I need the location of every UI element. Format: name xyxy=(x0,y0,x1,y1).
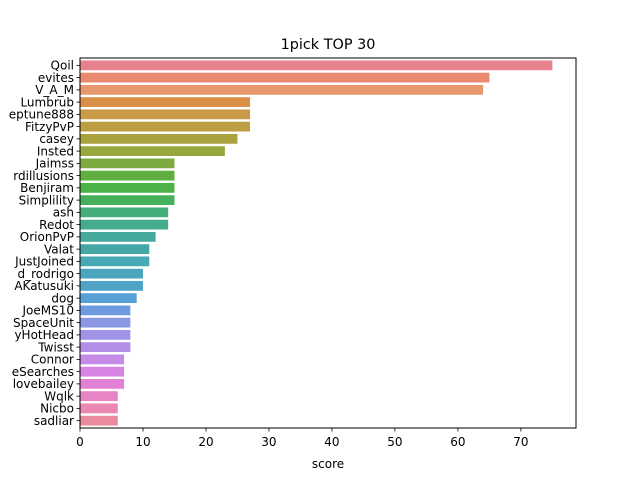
y-tick-label-29: sadliar xyxy=(34,414,74,428)
y-tick-label-16: JustJoined xyxy=(14,255,74,269)
y-tick-label-23: Twisst xyxy=(37,340,74,354)
bar-6 xyxy=(80,133,238,144)
y-tick-label-28: Nicbo xyxy=(40,402,74,416)
bar-21 xyxy=(80,317,131,328)
y-tick-label-4: eptune888 xyxy=(9,108,74,122)
x-tick-label-6: 60 xyxy=(450,435,465,449)
bar-17 xyxy=(80,268,143,279)
y-tick-label-3: Lumbrub xyxy=(20,95,74,109)
bar-9 xyxy=(80,170,175,181)
y-tick-label-1: evites xyxy=(38,71,74,85)
bar-23 xyxy=(80,342,131,353)
bar-26 xyxy=(80,378,125,389)
bar-10 xyxy=(80,182,175,193)
bar-8 xyxy=(80,158,175,169)
y-tick-label-7: Insted xyxy=(37,144,74,158)
bar-11 xyxy=(80,195,175,206)
bar-3 xyxy=(80,97,251,108)
y-tick-label-15: Valat xyxy=(44,242,74,256)
bar-27 xyxy=(80,391,118,402)
bar-7 xyxy=(80,146,225,157)
bar-16 xyxy=(80,256,150,267)
y-tick-label-8: Jaimss xyxy=(35,157,74,171)
bar-25 xyxy=(80,366,125,377)
bar-2 xyxy=(80,84,484,95)
y-tick-label-13: Redot xyxy=(39,218,74,232)
y-tick-label-21: SpaceUnit xyxy=(13,316,74,330)
bar-1 xyxy=(80,72,490,83)
y-tick-label-17: d_rodrigo xyxy=(18,267,74,281)
x-tick-label-0: 0 xyxy=(76,435,84,449)
y-tick-label-5: FitzyPvP xyxy=(25,120,74,134)
y-tick-label-20: JoeMS10 xyxy=(21,304,74,318)
y-tick-label-22: yHotHead xyxy=(14,328,74,342)
plot-frame xyxy=(79,57,577,429)
y-tick-label-27: Wqlk xyxy=(44,389,74,403)
bar-24 xyxy=(80,354,125,365)
bar-12 xyxy=(80,207,169,218)
y-tick-label-10: Benjiram xyxy=(20,181,74,195)
x-axis: 0 10 20 30 40 50 60 70 xyxy=(76,428,529,449)
x-tick-label-5: 50 xyxy=(387,435,402,449)
bar-28 xyxy=(80,403,118,414)
x-tick-label-4: 40 xyxy=(324,435,339,449)
y-tick-label-18: AKatusuki xyxy=(14,279,74,293)
x-tick-label-3: 30 xyxy=(261,435,276,449)
bar-13 xyxy=(80,219,169,230)
x-axis-label: score xyxy=(312,457,344,471)
y-tick-label-11: Simplility xyxy=(19,193,74,207)
bar-22 xyxy=(80,329,131,340)
y-tick-label-19: dog xyxy=(51,291,74,305)
bar-29 xyxy=(80,415,118,426)
bar-0 xyxy=(80,60,553,71)
x-tick-label-7: 70 xyxy=(513,435,528,449)
y-tick-label-26: lovebailey xyxy=(13,377,74,391)
bar-14 xyxy=(80,231,156,242)
y-tick-label-24: Connor xyxy=(31,353,74,367)
bars-layer xyxy=(80,60,553,426)
x-tick-label-2: 20 xyxy=(198,435,213,449)
bar-18 xyxy=(80,280,143,291)
x-tick-label-1: 10 xyxy=(135,435,150,449)
y-tick-label-6: casey xyxy=(39,132,74,146)
bar-15 xyxy=(80,244,150,255)
y-tick-label-9: rdillusions xyxy=(13,169,74,183)
y-tick-label-2: V_A_M xyxy=(35,83,74,97)
y-tick-label-25: eSearches xyxy=(12,365,74,379)
y-axis: QoilevitesV_A_MLumbrubeptune888FitzyPvPc… xyxy=(9,59,80,428)
bar-20 xyxy=(80,305,131,316)
bar-5 xyxy=(80,121,251,132)
y-tick-label-14: OrionPvP xyxy=(20,230,74,244)
bar-4 xyxy=(80,109,251,120)
y-tick-label-0: Qoil xyxy=(51,59,74,73)
y-tick-label-12: ash xyxy=(53,206,74,220)
bar-19 xyxy=(80,293,137,304)
chart-title: 1pick TOP 30 xyxy=(281,37,376,53)
